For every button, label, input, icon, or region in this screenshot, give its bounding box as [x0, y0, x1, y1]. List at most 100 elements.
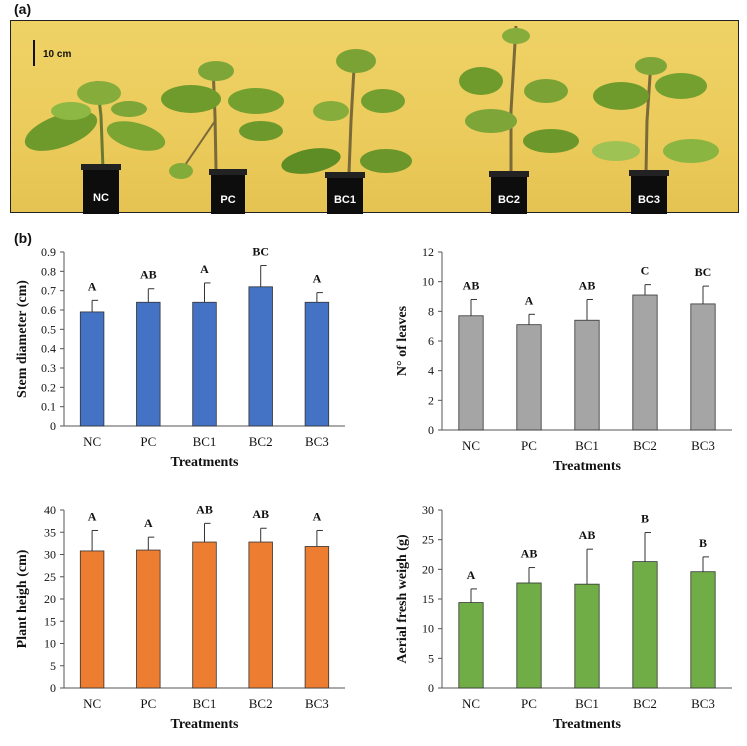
plant-bc1: [281, 49, 412, 174]
significance-label: A: [313, 272, 322, 286]
x-tick-label: PC: [521, 696, 537, 711]
plant-photo: NC PC BC1 BC2 BC3 10 cm: [10, 20, 739, 214]
x-tick-label: BC3: [305, 434, 329, 449]
significance-label: A: [88, 509, 97, 523]
bar: [248, 286, 273, 427]
pot-label-bc1: BC1: [334, 194, 356, 206]
bar: [574, 583, 600, 689]
x-tick-label: BC3: [691, 696, 715, 711]
y-tick-label: 0.7: [41, 284, 56, 298]
y-tick-label: 10: [44, 637, 56, 651]
y-tick-label: 10: [422, 622, 434, 636]
leaves-svg: 0 2 4 6 8 10 12 AB NC A PC AB BC1 C BC2 BC BC3 Treatments…: [395, 245, 732, 474]
y-tick-label: 0.6: [41, 303, 56, 317]
bar: [516, 324, 542, 431]
x-tick-label: BC2: [249, 696, 273, 711]
plant-nc: [24, 80, 166, 170]
significance-label: BC: [252, 245, 269, 259]
x-tick-label: BC1: [575, 696, 599, 711]
y-tick-label: 15: [44, 614, 56, 628]
scale-bar: [33, 40, 35, 66]
y-tick-label: 2: [428, 393, 434, 407]
x-tick-label: BC3: [305, 696, 329, 711]
x-tick-label: BC2: [249, 434, 273, 449]
x-axis-title: Treatments: [553, 717, 621, 732]
y-tick-label: 12: [422, 245, 434, 259]
y-tick-label: 15: [422, 592, 434, 606]
y-tick-label: 0: [428, 423, 434, 437]
y-tick-label: 0: [50, 419, 56, 433]
plant-illustration: NC PC BC1 BC2 BC3: [24, 25, 719, 214]
y-tick-label: 30: [44, 548, 56, 562]
x-tick-label: PC: [140, 434, 156, 449]
bar: [248, 541, 273, 689]
x-axis-title: Treatments: [553, 459, 621, 474]
y-tick-label: 0.5: [41, 322, 56, 336]
significance-label: AB: [252, 507, 269, 521]
weight-svg: 0 5 10 15 20 25 30 A NC AB PC AB BC1 B BC2 B BC3 Treatmen…: [395, 503, 732, 732]
x-tick-label: PC: [521, 438, 537, 453]
bar: [458, 602, 484, 689]
y-tick-label: 0.1: [41, 400, 56, 414]
significance-label: C: [641, 264, 650, 278]
y-tick-label: 0.8: [41, 264, 56, 278]
significance-label: A: [467, 568, 476, 582]
y-tick-label: 40: [44, 503, 56, 517]
y-axis-title: Plant heigh (cm): [15, 549, 30, 648]
bar: [458, 315, 484, 431]
significance-label: A: [200, 262, 209, 276]
y-tick-label: 20: [44, 592, 56, 606]
x-tick-label: NC: [462, 696, 480, 711]
significance-label: A: [88, 279, 97, 293]
stem-svg: 0 0.1 0.2 0.3 0.4 0.5 0.6 0.7 0.8 0.9 A NC AB PC A BC1 B…: [15, 245, 345, 470]
x-tick-label: BC2: [633, 696, 657, 711]
y-tick-label: 0.2: [41, 380, 56, 394]
pot-labels: NC PC BC1 BC2 BC3: [93, 192, 660, 206]
fresh-weight-chart: 0 5 10 15 20 25 30 A NC AB PC AB BC1 B BC2 B BC3 Treatmen…: [380, 500, 747, 746]
x-tick-label: NC: [462, 438, 480, 453]
x-tick-label: BC1: [575, 438, 599, 453]
significance-label: AB: [521, 547, 538, 561]
pot-label-pc: PC: [220, 194, 235, 206]
x-tick-label: PC: [140, 696, 156, 711]
bar: [304, 301, 330, 427]
bar: [79, 550, 105, 689]
significance-label: AB: [463, 278, 480, 292]
x-tick-label: BC2: [633, 438, 657, 453]
scale-label: 10 cm: [43, 49, 72, 60]
y-tick-label: 30: [422, 503, 434, 517]
significance-label: BC: [695, 265, 712, 279]
significance-label: B: [699, 536, 707, 550]
significance-label: B: [641, 512, 649, 526]
y-tick-label: 5: [428, 651, 434, 665]
significance-label: A: [525, 293, 534, 307]
y-tick-label: 8: [428, 304, 434, 318]
significance-label: AB: [196, 502, 213, 516]
x-axis-title: Treatments: [171, 455, 239, 470]
bar: [136, 549, 161, 689]
bar: [574, 319, 600, 431]
pot-label-bc3: BC3: [638, 194, 660, 206]
bar: [516, 582, 542, 689]
x-tick-label: NC: [83, 434, 101, 449]
y-tick-label: 25: [44, 570, 56, 584]
significance-label: AB: [140, 268, 157, 282]
pot-label-bc2: BC2: [498, 194, 520, 206]
y-tick-label: 4: [428, 364, 434, 378]
y-tick-label: 6: [428, 334, 434, 348]
y-tick-label: 10: [422, 275, 434, 289]
plant-bc3: [592, 57, 719, 174]
plant-pc: [161, 61, 284, 179]
plant-bc2: [459, 25, 579, 173]
significance-label: AB: [579, 278, 596, 292]
y-tick-label: 35: [44, 525, 56, 539]
height-svg: 0 5 10 15 20 25 30 35 40 A NC A PC AB BC1 AB BC2 A BC3 Trea…: [15, 502, 345, 732]
y-axis-title: N° of leaves: [395, 305, 410, 376]
y-tick-label: 0.9: [41, 245, 56, 259]
pot-label-nc: NC: [93, 192, 109, 204]
bar: [690, 571, 716, 689]
stem-diameter-chart: 0 0.1 0.2 0.3 0.4 0.5 0.6 0.7 0.8 0.9 A NC AB PC A BC1 B…: [0, 240, 360, 480]
y-axis-title: Aerial fresh weigh (g): [395, 534, 410, 664]
x-tick-label: BC3: [691, 438, 715, 453]
bar: [136, 301, 161, 427]
